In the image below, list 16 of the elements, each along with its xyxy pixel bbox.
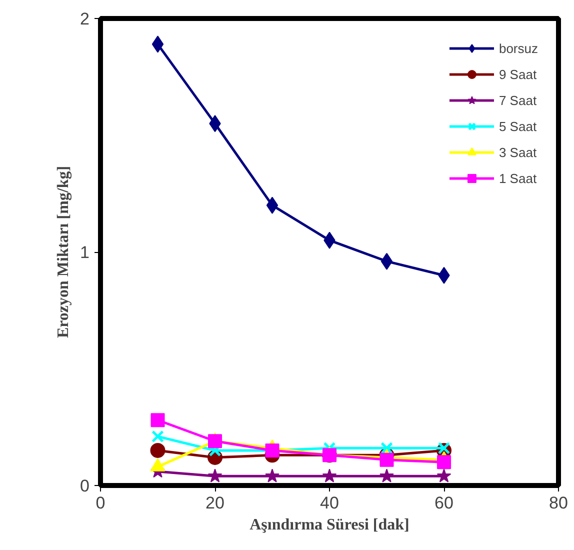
legend-label: 1 Saat: [498, 170, 537, 186]
x-tick-label: 0: [96, 494, 106, 512]
x-tick-label: 80: [549, 494, 568, 512]
x-axis-title: Aşındırma Süresi [dak]: [250, 516, 410, 534]
legend-label: 7 Saat: [498, 92, 537, 108]
y-axis-title: Erozyon Miktarı [mg/kg]: [55, 166, 72, 338]
legend-label: borsuz: [498, 40, 538, 56]
y-tick-label: 0: [80, 476, 90, 496]
legend-label: 9 Saat: [498, 66, 537, 82]
y-tick-label: 2: [80, 10, 90, 28]
legend-label: 3 Saat: [498, 144, 537, 160]
x-tick-label: 60: [434, 494, 454, 512]
y-tick-label: 1: [80, 243, 90, 262]
x-tick-label: 40: [320, 494, 339, 512]
legend-label: 5 Saat: [498, 118, 537, 134]
x-tick-label: 20: [206, 494, 224, 512]
